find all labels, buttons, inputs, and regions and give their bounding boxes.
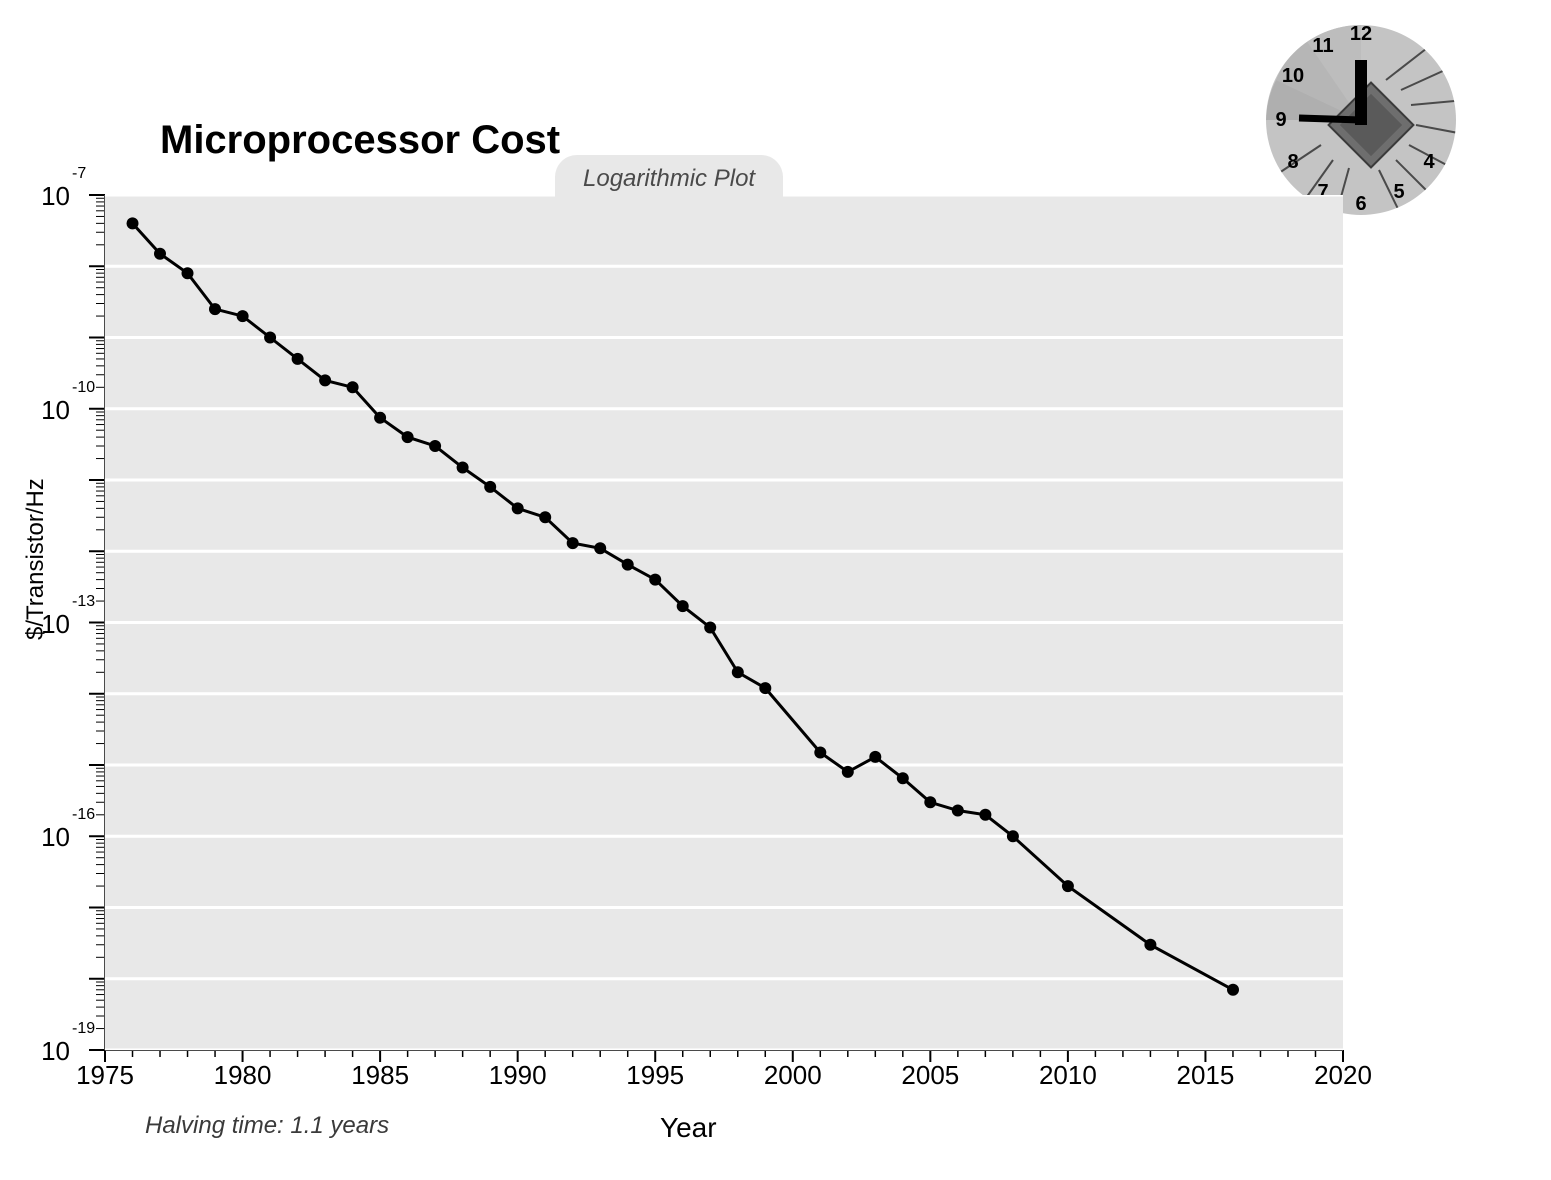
svg-text:10: 10 [1282,65,1304,87]
svg-text:8: 8 [1287,151,1298,173]
x-tick-label: 2000 [764,1060,822,1091]
x-tick-label: 2020 [1314,1060,1372,1091]
svg-text:11: 11 [1312,35,1333,57]
page: Microprocessor Cost Per Transistor Cycle… [0,0,1551,1180]
x-axis-title: Year [660,1112,717,1144]
x-tick-label: 2005 [901,1060,959,1091]
log-plot-tab: Logarithmic Plot [555,155,783,207]
svg-text:9: 9 [1275,109,1286,131]
y-tick-base: 10 [30,181,70,212]
y-tick-exponent: -16 [72,806,95,824]
chart-svg [105,195,1343,1050]
x-tick-label: 1995 [626,1060,684,1091]
svg-text:5: 5 [1393,181,1404,203]
y-tick-exponent: -19 [72,1020,95,1038]
x-tick-label: 2010 [1039,1060,1097,1091]
y-tick-base: 10 [30,395,70,426]
footnote: Halving time: 1.1 years [145,1112,389,1140]
x-tick-label: 1990 [489,1060,547,1091]
chart-title-line1: Microprocessor Cost [160,118,560,162]
svg-text:6: 6 [1355,193,1366,215]
x-tick-label: 1975 [76,1060,134,1091]
chart-plot-area [105,195,1343,1050]
y-tick-base: 10 [30,822,70,853]
y-tick-exponent: -13 [72,593,95,611]
y-tick-base: 10 [30,1036,70,1067]
x-tick-label: 1985 [351,1060,409,1091]
svg-text:12: 12 [1350,23,1372,45]
x-tick-label: 2015 [1177,1060,1235,1091]
y-tick-exponent: -10 [72,379,95,397]
x-tick-label: 1980 [214,1060,272,1091]
y-tick-exponent: -7 [72,165,86,183]
svg-text:4: 4 [1423,151,1435,173]
y-axis-title: $/Transistor/Hz [22,478,50,640]
y-axis-ticks [0,0,105,1180]
